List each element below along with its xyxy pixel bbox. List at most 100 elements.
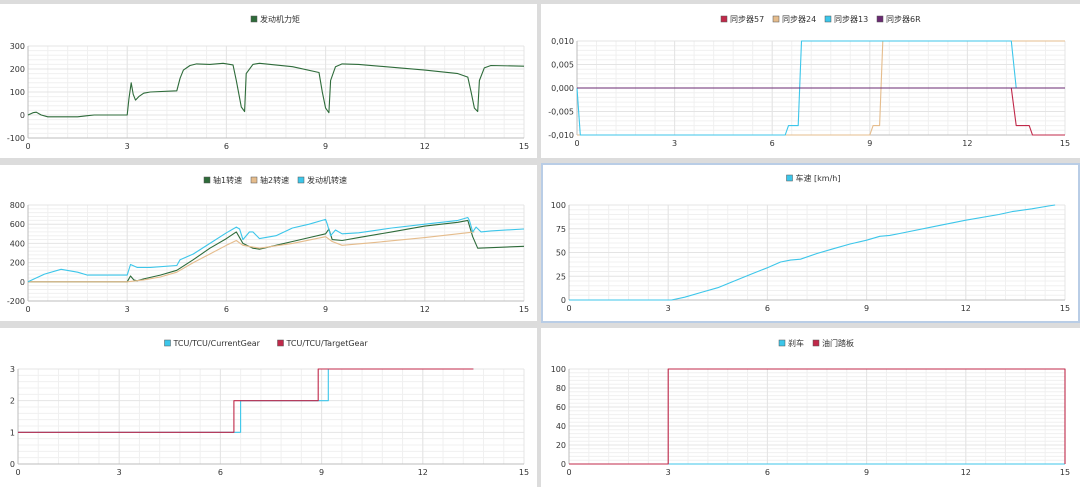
series-line-1 <box>18 368 474 433</box>
x-tick-label: 3 <box>666 304 671 313</box>
chart-vehicle-speed: 0 3 6 9 12 15 0 25 50 75 100 车速 [km/h] <box>551 173 1070 313</box>
x-tick-label: 15 <box>1060 304 1070 313</box>
legend-swatch[interactable] <box>250 15 258 23</box>
y-tick-label: 400 <box>10 239 25 248</box>
x-tick-label: 9 <box>867 139 872 148</box>
legend-label[interactable]: 同步器57 <box>730 15 764 24</box>
y-tick-label: 0 <box>20 111 25 120</box>
x-tick-label: 0 <box>25 305 30 314</box>
legend-label[interactable]: 轴1转速 <box>213 175 242 185</box>
legend-label[interactable]: 发动机力矩 <box>260 14 300 24</box>
x-tick-label: 0 <box>574 139 579 148</box>
x-tick-label: 3 <box>666 468 671 477</box>
legend-label[interactable]: TCU/TCU/TargetGear <box>286 339 369 348</box>
y-tick-label: -0,005 <box>548 108 574 117</box>
x-tick-label: 3 <box>125 142 130 151</box>
x-tick-label: 3 <box>117 468 122 477</box>
x-tick-label: 6 <box>765 468 770 477</box>
series-line-1 <box>28 231 475 283</box>
legend-swatch[interactable] <box>250 176 258 184</box>
series-line-0 <box>27 62 525 118</box>
x-tick-label: 6 <box>765 304 770 313</box>
legend-label[interactable]: TCU/TCU/CurrentGear <box>173 339 261 348</box>
legend-label[interactable]: 轴2转速 <box>260 175 289 185</box>
chart-panel-synchronizers[interactable]: 0 3 6 9 12 15 -0,010 -0,005 0,000 0,005 0,010 同步器57… <box>541 4 1080 158</box>
chart-panel-vehicle-speed[interactable]: 0 3 6 9 12 15 0 25 50 75 100 车速 [km/h] <box>541 163 1080 323</box>
chart-panel-tcu-gear[interactable]: 0 3 6 9 12 15 0 1 2 3 TCU/TCU/CurrentGear TCU/TCU/T… <box>0 328 537 487</box>
legend-swatch[interactable] <box>203 176 211 184</box>
x-tick-label: 15 <box>519 142 529 151</box>
legend: 刹车 油门踏板 <box>778 338 854 348</box>
x-tick-label: 9 <box>864 468 869 477</box>
x-tick-label: 15 <box>1060 468 1070 477</box>
legend-swatch[interactable] <box>786 174 793 182</box>
series-line-0 <box>569 204 1056 301</box>
y-tick-label: 0,005 <box>551 61 574 70</box>
x-tick-label: 12 <box>962 139 972 148</box>
y-tick-label: 0 <box>561 296 566 305</box>
legend-swatch[interactable] <box>772 15 780 23</box>
legend-label[interactable]: 车速 [km/h] <box>796 173 841 183</box>
legend: TCU/TCU/CurrentGear TCU/TCU/TargetGear <box>164 339 369 348</box>
y-tick-label: -100 <box>7 134 25 143</box>
legend-swatch[interactable] <box>824 15 832 23</box>
y-tick-label: 200 <box>10 65 25 74</box>
legend-label[interactable]: 刹车 <box>788 338 804 348</box>
y-tick-label: 600 <box>10 220 25 229</box>
y-tick-label: 3 <box>10 365 15 374</box>
legend-swatch[interactable] <box>812 339 820 347</box>
legend: 轴1转速 轴2转速 发动机转速 <box>203 175 347 185</box>
y-tick-label: 0,010 <box>551 37 574 46</box>
x-tick-label: 15 <box>1060 139 1070 148</box>
y-tick-label: 60 <box>556 403 566 412</box>
y-tick-label: 80 <box>556 384 566 393</box>
chart-panel-shaft-speeds[interactable]: 0 3 6 9 12 15 -200 0 200 400 600 800 轴1转速 轴2转速 发动机转速 <box>0 165 537 321</box>
y-tick-label: 100 <box>10 88 25 97</box>
minor-grid <box>17 369 525 464</box>
x-tick-label: 3 <box>125 305 130 314</box>
y-tick-label: 100 <box>551 365 566 374</box>
legend: 车速 [km/h] <box>786 173 841 183</box>
series-line-1 <box>569 368 1066 465</box>
chart-panel-engine-torque[interactable]: 0 3 6 9 12 15 -100 0 100 200 300 发动机力矩 <box>0 4 537 158</box>
x-tick-label: 12 <box>961 468 971 477</box>
y-tick-label: 40 <box>556 422 566 431</box>
x-tick-label: 9 <box>323 142 328 151</box>
x-tick-label: 6 <box>224 305 229 314</box>
y-tick-label: 800 <box>10 201 25 210</box>
x-tick-label: 0 <box>566 304 571 313</box>
legend-swatch[interactable] <box>297 176 305 184</box>
x-tick-label: 9 <box>319 468 324 477</box>
legend-swatch[interactable] <box>164 339 171 347</box>
y-tick-label: 20 <box>556 441 566 450</box>
x-tick-label: 12 <box>420 142 430 151</box>
series-line-2 <box>27 216 525 283</box>
x-tick-label: 6 <box>770 139 775 148</box>
y-tick-label: 300 <box>10 42 25 51</box>
legend-swatch[interactable] <box>876 15 884 23</box>
legend-swatch[interactable] <box>277 339 284 347</box>
x-tick-label: 6 <box>224 142 229 151</box>
legend-label[interactable]: 油门踏板 <box>822 338 854 348</box>
x-tick-label: 0 <box>566 468 571 477</box>
y-tick-label: 75 <box>556 225 566 234</box>
x-tick-label: 15 <box>519 468 529 477</box>
x-tick-label: 0 <box>15 468 20 477</box>
legend-swatch[interactable] <box>720 15 728 23</box>
chart-panel-brake-throttle[interactable]: 0 3 6 9 12 15 0 20 40 60 80 100 刹车 油门踏板 <box>541 328 1080 487</box>
y-tick-label: 2 <box>10 397 15 406</box>
y-tick-label: 0 <box>20 278 25 287</box>
legend-label[interactable]: 同步器6R <box>886 15 921 24</box>
legend-label[interactable]: 同步器13 <box>834 15 868 24</box>
y-tick-label: 1 <box>10 428 15 437</box>
minor-grid <box>27 205 525 301</box>
legend-label[interactable]: 同步器24 <box>782 15 816 24</box>
y-tick-label: 25 <box>556 272 566 281</box>
legend-label[interactable]: 发动机转速 <box>307 175 347 185</box>
x-tick-label: 6 <box>218 468 223 477</box>
x-tick-label: 12 <box>420 305 430 314</box>
legend-swatch[interactable] <box>778 339 786 347</box>
